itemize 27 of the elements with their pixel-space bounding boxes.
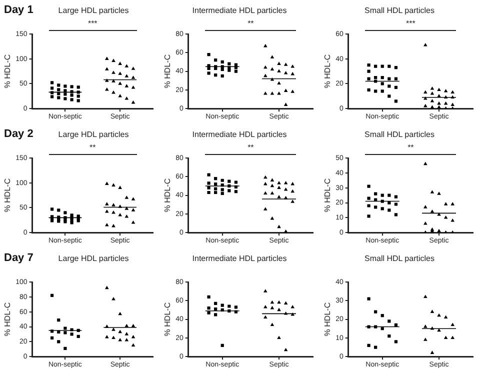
- chart-title: Intermediate HDL particles: [191, 254, 288, 263]
- text: **: [406, 143, 415, 152]
- chart-title: Small HDL particles: [364, 254, 436, 263]
- chart-title: Intermediate HDL particles: [191, 130, 288, 139]
- y-axis-title: % HDL-C: [323, 302, 332, 336]
- chart-title: Large HDL particles: [58, 6, 129, 15]
- y-axis-title: % HDL-C: [3, 54, 12, 88]
- text: ***: [86, 19, 98, 28]
- chart-title: Small HDL particles: [364, 130, 436, 139]
- chart-title: Large HDL particles: [58, 130, 129, 139]
- chart-title: Small HDL particles: [364, 6, 436, 15]
- text: **: [246, 19, 255, 28]
- text: ***: [405, 19, 416, 28]
- text: **: [246, 143, 255, 152]
- chart-subtitle: Day 2: [4, 128, 34, 140]
- text: **: [88, 143, 97, 152]
- y-axis-title: % HDL-C: [3, 178, 12, 212]
- y-axis-title: % HDL-C: [163, 54, 172, 88]
- y-axis-title: % HDL-C: [163, 178, 172, 212]
- y-axis-title: % HDL-C: [163, 302, 172, 336]
- y-axis-title: % HDL-C: [323, 178, 332, 212]
- chart-subtitle: Day 1: [4, 4, 34, 16]
- chart-title: Intermediate HDL particles: [191, 6, 288, 15]
- chart-title: Large HDL particles: [58, 254, 129, 263]
- y-axis-title: % HDL-C: [3, 302, 12, 336]
- y-axis-title: % HDL-C: [323, 54, 332, 88]
- chart-subtitle: Day 7: [4, 252, 34, 264]
